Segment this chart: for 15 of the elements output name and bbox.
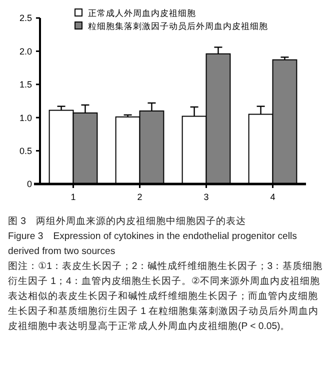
caption: Figure 3 Expression of cytokines in the endothelial progenitor cells derived from two sources [8, 230, 298, 259]
x-tick-label: 1 [70, 192, 76, 202]
y-tick-label: 1.5 [19, 80, 32, 90]
legend-label: 粒细胞集落刺激因子动员后外周血内皮祖细胞 [88, 21, 268, 31]
y-tick-label: 2.5 [19, 13, 32, 24]
y-tick-label: 2.0 [19, 46, 32, 56]
x-tick-label: 4 [270, 192, 276, 202]
y-tick-label: 0 [26, 179, 32, 190]
x-tick-label: 3 [204, 192, 209, 202]
x-tick-label: 2 [137, 192, 142, 202]
y-tick-label: 1.0 [19, 112, 32, 123]
y-tick-label: 0.5 [19, 146, 32, 156]
caption: 图 3 两组外周血来源的内皮祖细胞中细胞因子的表达 [8, 215, 248, 229]
text: 图注：①1：表皮生长因子；2：碱性成纤维细胞生长因子；3：基质细胞衍生因子 1；4：血管内皮细胞生长因子。②不同来源外周血内皮祖细胞表达相似的表皮生长因子和碱性成纤维细胞生长因子；而血管内皮细胞生长因子和基质细胞衍生因子 1 在粒细胞集落刺激因子动员后外周血内皮祖细胞中表达明显高于正常成人外周血内皮祖细胞(P < 0.05)。 [8, 260, 324, 334]
legend-label: 正常成人外周血内皮祖细胞 [88, 8, 196, 18]
